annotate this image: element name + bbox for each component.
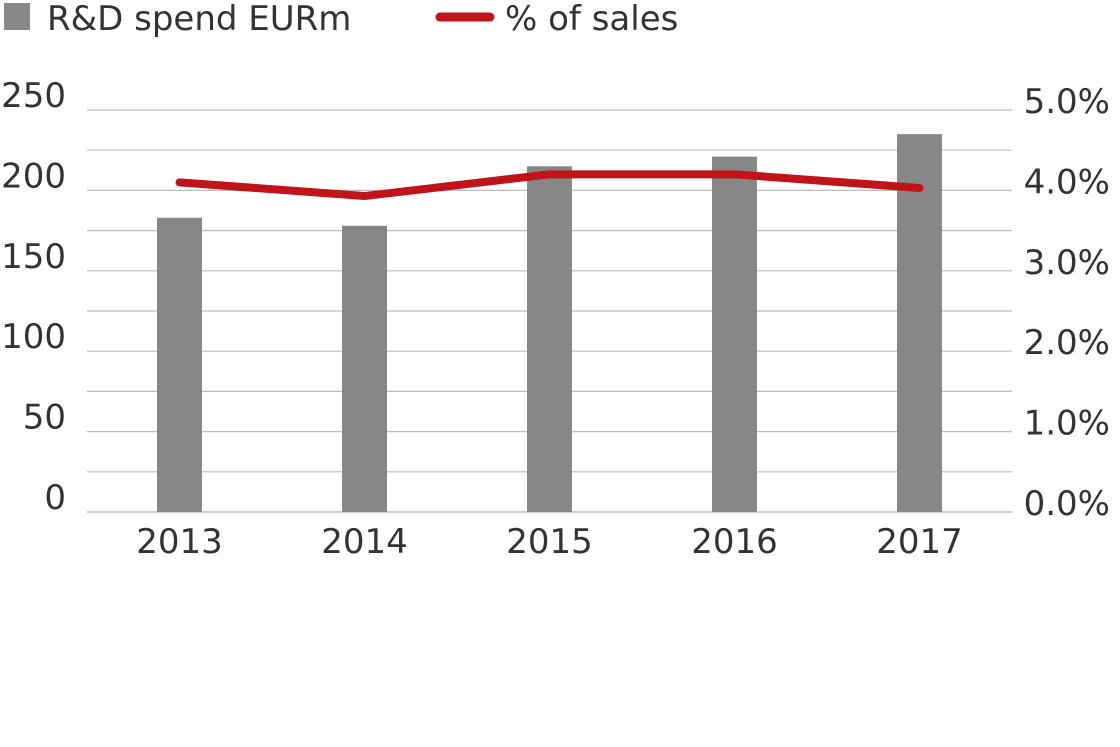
y-left-tick-label: 150 (1, 237, 66, 277)
bar (712, 156, 757, 512)
y-right-tick-label: 4.0% (1024, 162, 1110, 202)
y-right-axis-ticks: 0.0% 1.0% 2.0% 3.0% 4.0% 5.0% (1024, 82, 1110, 524)
bar (527, 166, 572, 512)
bar (897, 134, 942, 512)
x-tick-label: 2017 (876, 522, 963, 562)
y-left-tick-label: 100 (1, 317, 66, 357)
legend: R&D spend EURm % of sales (4, 0, 678, 39)
y-right-tick-label: 1.0% (1024, 404, 1110, 444)
x-tick-label: 2016 (691, 522, 778, 562)
y-left-tick-label: 50 (23, 398, 66, 438)
legend-label-bar: R&D spend EURm (47, 0, 351, 39)
y-right-tick-label: 0.0% (1024, 484, 1110, 524)
x-tick-label: 2015 (506, 522, 593, 562)
x-tick-label: 2013 (136, 522, 223, 562)
bar (157, 217, 202, 512)
x-tick-label: 2014 (321, 522, 408, 562)
y-right-tick-label: 2.0% (1024, 323, 1110, 363)
x-axis-ticks: 2013 2014 2015 2016 2017 (136, 522, 963, 562)
y-left-tick-label: 0 (44, 478, 66, 518)
y-left-tick-label: 200 (1, 156, 66, 196)
legend-label-line: % of sales (505, 0, 678, 39)
legend-swatch-bar (4, 3, 30, 30)
y-right-tick-label: 3.0% (1024, 243, 1110, 283)
y-left-axis-ticks: 0 50 100 150 200 250 (1, 76, 66, 518)
bar (342, 225, 387, 512)
bars (157, 134, 942, 512)
y-left-tick-label: 250 (1, 76, 66, 116)
percent-line (175, 170, 924, 201)
y-right-tick-label: 5.0% (1024, 82, 1110, 122)
